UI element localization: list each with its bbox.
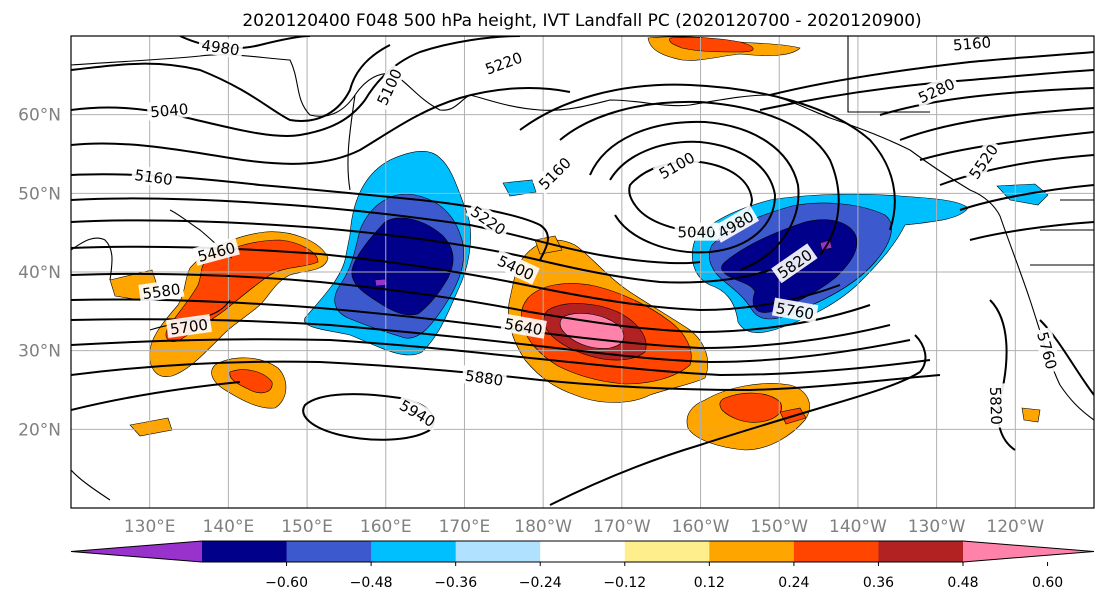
colorbar-segment xyxy=(202,541,288,562)
colorbar-segment xyxy=(793,541,879,562)
contour-label: 5580 xyxy=(138,278,185,303)
colorbar-segment xyxy=(455,541,541,562)
contour-label: 5040 xyxy=(146,98,192,121)
colorbar-tick-label: 0.24 xyxy=(778,575,809,591)
lon-tick-label: 120°W xyxy=(986,517,1044,537)
colorbar xyxy=(70,540,1095,563)
lon-tick-label: 140°E xyxy=(203,517,255,537)
lat-tick-label: 30°N xyxy=(18,342,61,362)
lat-tick-label: 50°N xyxy=(18,184,61,204)
lon-tick-label: 130°E xyxy=(124,517,176,537)
lat-tick-label: 60°N xyxy=(18,106,61,126)
longitude-ticks: 130°E 140°E 150°E 160°E 170°E 180°W 170°W 160°W… xyxy=(124,517,1045,537)
lon-tick-label: 160°W xyxy=(672,517,730,537)
lon-tick-label: 150°E xyxy=(281,517,333,537)
colorbar-segment xyxy=(624,541,710,562)
colorbar-segment xyxy=(286,541,372,562)
colorbar-extend-min xyxy=(71,541,202,562)
colorbar-segment xyxy=(371,541,457,562)
colorbar-segment xyxy=(540,541,626,562)
contour-label: 5160 xyxy=(130,164,177,189)
colorbar-segment xyxy=(709,541,795,562)
map-frame xyxy=(70,35,1095,509)
colorbar-tick-label: −0.36 xyxy=(434,575,477,591)
contour-label-text: 4980 xyxy=(200,36,240,59)
figure-title: 2020120400 F048 500 hPa height, IVT Land… xyxy=(242,11,921,31)
contour-label-text: 5880 xyxy=(464,367,504,390)
contour-label: 5880 xyxy=(461,365,508,390)
contour-label-text: 5160 xyxy=(133,166,173,189)
colorbar-tick-label: −0.12 xyxy=(603,575,646,591)
lon-tick-label: 170°W xyxy=(593,517,651,537)
colorbar-tick-label: 0.36 xyxy=(863,575,894,591)
contour-label-text: 5580 xyxy=(141,280,181,303)
latitude-ticks: 20°N 30°N 40°N 50°N 60°N xyxy=(18,106,61,441)
contour-label-text: 5040 xyxy=(678,224,716,242)
height-contours xyxy=(71,36,1094,506)
colorbar-segment xyxy=(878,541,964,562)
contour-label-text: 5820 xyxy=(986,386,1005,425)
lon-tick-label: 140°W xyxy=(829,517,887,537)
contour-label: 5040 xyxy=(674,222,719,242)
contour-label: 5820 xyxy=(986,383,1007,428)
contour-label-text: 5040 xyxy=(150,100,190,121)
colorbar-tick-label: −0.60 xyxy=(265,575,308,591)
contour-label-text: 5700 xyxy=(169,315,209,338)
lon-tick-label: 150°W xyxy=(750,517,808,537)
contour-label: 5700 xyxy=(165,314,212,339)
colorbar-tick-label: −0.24 xyxy=(519,575,562,591)
colorbar-tick-label: 0.60 xyxy=(1032,575,1063,591)
colorbar-tick-labels: −0.60 −0.48 −0.36 −0.24 −0.12 0.12 0.24 0.36 0.4… xyxy=(265,562,1063,591)
colorbar-tick-label: 0.48 xyxy=(947,575,978,591)
lat-tick-label: 40°N xyxy=(18,263,61,283)
lat-tick-label: 20°N xyxy=(18,420,61,440)
lon-tick-label: 170°E xyxy=(439,517,491,537)
contour-label-text: 5160 xyxy=(952,33,992,54)
colorbar-tick-label: 0.12 xyxy=(694,575,725,591)
lon-tick-label: 160°E xyxy=(360,517,412,537)
contour-label: 5160 xyxy=(949,33,995,54)
lon-tick-label: 180°W xyxy=(514,517,572,537)
contour-label: 4980 xyxy=(197,36,244,59)
colorbar-extend-max xyxy=(963,541,1094,562)
colorbar-tick-label: −0.48 xyxy=(350,575,393,591)
lon-tick-label: 130°W xyxy=(908,517,966,537)
